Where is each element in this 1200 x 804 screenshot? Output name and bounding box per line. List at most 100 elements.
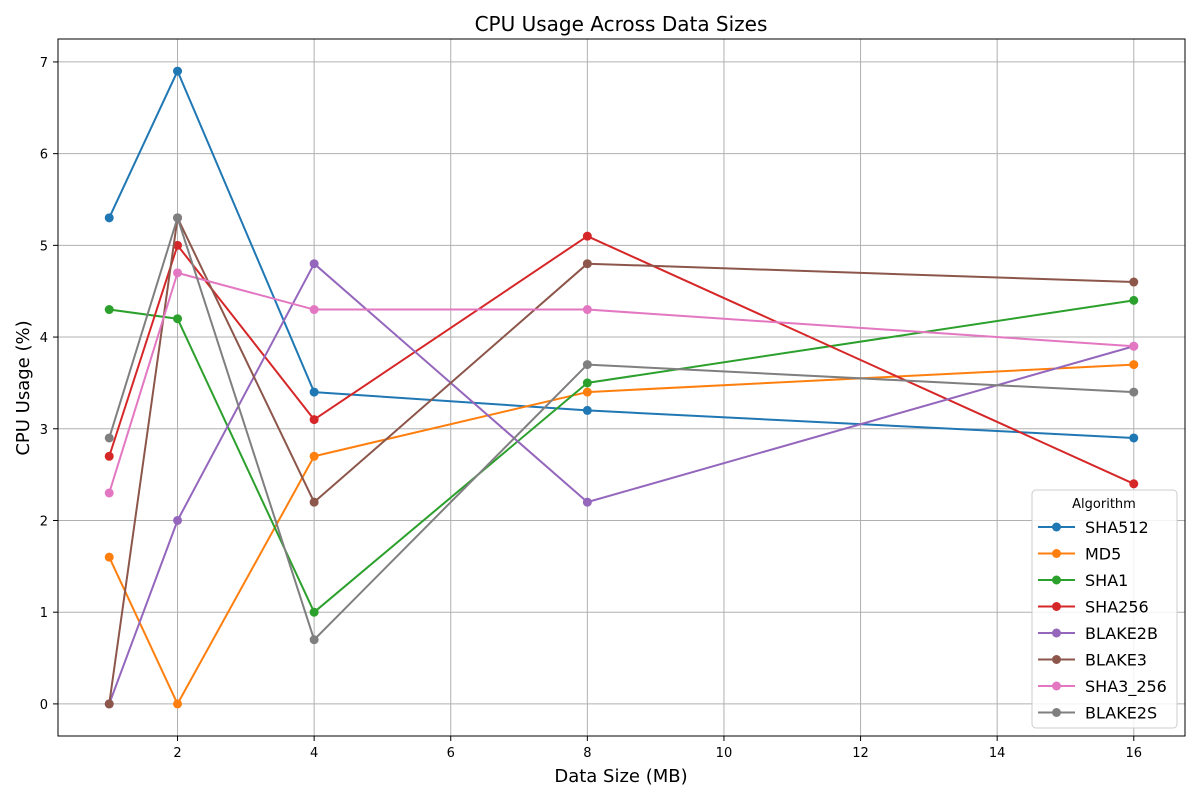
series-sha512 bbox=[104, 66, 1139, 443]
x-tick-label: 8 bbox=[583, 746, 591, 761]
x-axis-label: Data Size (MB) bbox=[554, 766, 687, 787]
data-point-sha256 bbox=[173, 240, 183, 250]
legend-swatch-marker bbox=[1052, 522, 1061, 532]
data-point-md5 bbox=[309, 451, 319, 461]
series-line-sha3-256 bbox=[108, 271, 1134, 494]
data-point-sha3-256 bbox=[1129, 341, 1139, 351]
legend-entry-sha1: SHA1 bbox=[1038, 571, 1128, 590]
series-md5 bbox=[104, 360, 1139, 709]
data-point-sha256 bbox=[582, 231, 592, 241]
y-tick-label: 0 bbox=[40, 698, 48, 713]
legend-label: SHA3_256 bbox=[1085, 677, 1167, 697]
data-point-sha1 bbox=[173, 314, 183, 324]
legend-entry-sha3-256: SHA3_256 bbox=[1038, 677, 1167, 697]
data-point-sha512 bbox=[104, 213, 114, 223]
data-point-blake3 bbox=[309, 497, 319, 507]
data-point-blake2b bbox=[309, 259, 319, 269]
data-point-blake2s bbox=[582, 360, 592, 370]
data-point-md5 bbox=[173, 699, 183, 709]
y-tick-label: 7 bbox=[40, 56, 48, 71]
legend-entry-blake2s: BLAKE2S bbox=[1038, 704, 1157, 723]
x-tick-label: 14 bbox=[989, 746, 1006, 761]
series-sha1 bbox=[104, 295, 1139, 617]
x-tick-label: 2 bbox=[173, 746, 181, 761]
data-point-sha512 bbox=[582, 405, 592, 415]
x-tick-label: 16 bbox=[1125, 746, 1142, 761]
legend-entry-blake2b: BLAKE2B bbox=[1038, 624, 1158, 643]
legend-label: BLAKE2S bbox=[1085, 704, 1157, 723]
data-point-sha1 bbox=[1129, 295, 1139, 305]
data-point-sha256 bbox=[1129, 479, 1139, 489]
data-point-md5 bbox=[104, 552, 114, 562]
x-tick-label: 12 bbox=[852, 746, 869, 761]
series-sha3-256 bbox=[104, 268, 1139, 498]
series-line-sha1 bbox=[109, 299, 1134, 614]
data-point-blake2s bbox=[173, 213, 183, 223]
y-tick-label: 4 bbox=[40, 331, 48, 346]
data-point-sha3-256 bbox=[173, 268, 183, 278]
legend-swatch-marker bbox=[1052, 549, 1061, 558]
legend-entries: SHA512 MD5 SHA1 SHA256 BLAKE2B BLAKE3 SHA3_256… bbox=[1038, 518, 1167, 723]
legend-swatch-marker bbox=[1052, 602, 1061, 611]
series-sha256 bbox=[104, 231, 1139, 489]
series-line-blake3 bbox=[108, 216, 1134, 705]
legend-label: MD5 bbox=[1085, 545, 1121, 564]
data-point-md5 bbox=[582, 387, 592, 397]
legend-swatch-marker bbox=[1052, 708, 1061, 717]
data-point-blake2s bbox=[104, 433, 114, 443]
data-point-sha3-256 bbox=[582, 305, 592, 315]
legend-label: BLAKE3 bbox=[1085, 651, 1147, 670]
x-tick-label: 6 bbox=[447, 746, 455, 761]
data-point-blake3 bbox=[582, 259, 592, 269]
legend: Algorithm SHA512 MD5 SHA1 SHA256 BLAKE2B BLAK… bbox=[1031, 489, 1178, 729]
y-tick-label: 5 bbox=[40, 239, 48, 254]
legend-label: SHA1 bbox=[1085, 571, 1128, 590]
legend-swatch-marker bbox=[1052, 575, 1061, 585]
legend-title: Algorithm bbox=[1072, 497, 1136, 512]
data-point-sha3-256 bbox=[309, 305, 319, 315]
x-tick-label: 4 bbox=[310, 746, 318, 761]
legend-entry-sha512: SHA512 bbox=[1038, 518, 1149, 537]
data-point-md5 bbox=[1129, 360, 1139, 370]
data-point-sha3-256 bbox=[104, 488, 114, 498]
legend-swatch-marker bbox=[1052, 655, 1061, 664]
data-point-blake3 bbox=[1129, 277, 1139, 287]
chart-title: CPU Usage Across Data Sizes bbox=[475, 12, 768, 36]
legend-swatch-marker bbox=[1052, 628, 1061, 638]
x-tick-label: 10 bbox=[716, 746, 733, 761]
data-point-blake2s bbox=[1129, 387, 1139, 397]
grid-layer bbox=[58, 39, 1185, 736]
legend-label: BLAKE2B bbox=[1085, 624, 1158, 643]
series-blake3 bbox=[104, 213, 1139, 709]
y-tick-label: 6 bbox=[40, 148, 48, 163]
series-line-md5 bbox=[108, 363, 1134, 705]
legend-entry-md5: MD5 bbox=[1038, 545, 1121, 564]
series-blake2b bbox=[104, 259, 1139, 709]
y-tick-label: 2 bbox=[40, 514, 48, 529]
data-point-sha512 bbox=[173, 66, 183, 76]
series-layer bbox=[104, 66, 1139, 709]
data-point-sha512 bbox=[1129, 433, 1139, 443]
series-blake2s bbox=[104, 213, 1139, 645]
data-point-sha512 bbox=[309, 387, 319, 397]
data-point-sha1 bbox=[309, 607, 319, 617]
plot-frame bbox=[57, 38, 1186, 737]
data-point-sha256 bbox=[309, 415, 319, 425]
y-tick-label: 3 bbox=[40, 423, 48, 438]
legend-label: SHA512 bbox=[1085, 518, 1149, 537]
legend-entry-sha256: SHA256 bbox=[1038, 598, 1149, 617]
legend-box bbox=[1031, 489, 1178, 729]
series-line-sha512 bbox=[108, 70, 1134, 439]
legend-entry-blake3: BLAKE3 bbox=[1038, 651, 1147, 670]
legend-swatch-marker bbox=[1052, 681, 1061, 691]
data-point-sha256 bbox=[104, 451, 114, 461]
data-point-blake3 bbox=[104, 699, 114, 709]
data-point-blake2s bbox=[309, 635, 319, 645]
data-point-sha1 bbox=[104, 305, 114, 315]
data-point-blake2b bbox=[173, 515, 183, 525]
y-tick-label: 1 bbox=[40, 606, 48, 621]
data-point-sha1 bbox=[582, 378, 592, 388]
